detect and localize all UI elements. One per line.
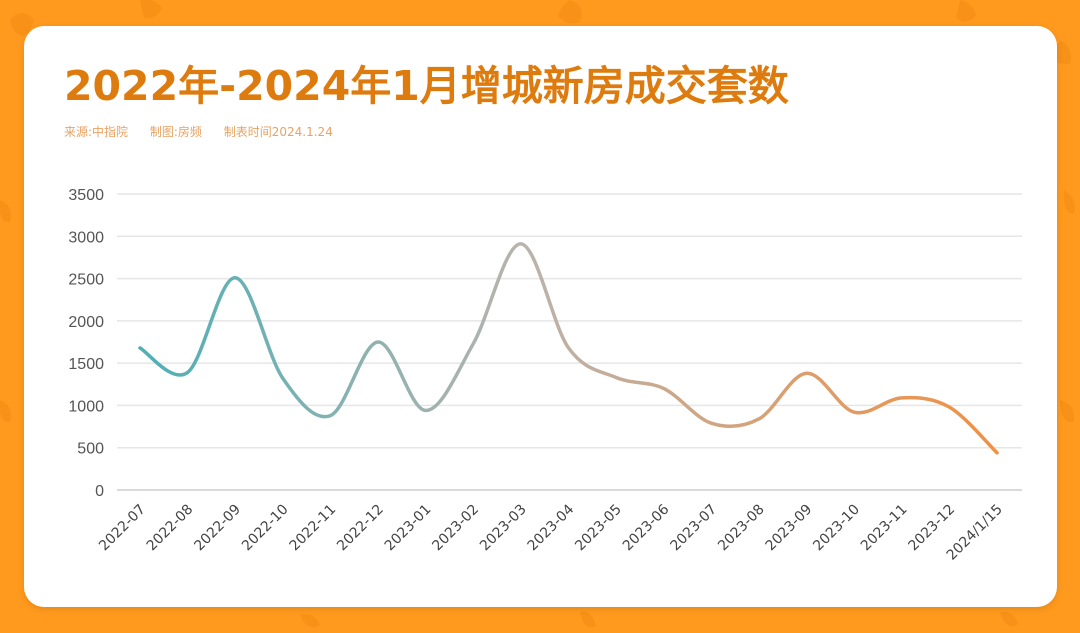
x-tick-label: 2023-03 (477, 502, 530, 555)
y-tick-label: 3500 (68, 187, 104, 204)
x-tick-label: 2023-08 (715, 502, 768, 555)
x-tick-label: 2023-02 (429, 502, 482, 555)
y-gridlines (117, 193, 1022, 491)
x-tick-label: 2023-09 (763, 502, 816, 555)
x-tick-label: 2022-10 (239, 502, 292, 555)
series-line (138, 242, 999, 455)
source-label: 来源:中指院 (64, 125, 129, 139)
x-tick-label: 2022-11 (287, 502, 340, 555)
x-tick-label: 2022-09 (191, 502, 244, 555)
y-tick-label: 1500 (68, 356, 104, 373)
chart-subtitle: 来源:中指院 制图:房频 制表时间2024.1.24 (64, 123, 351, 140)
x-tick-label: 2023-11 (858, 502, 911, 555)
x-tick-label: 2023-04 (525, 501, 578, 554)
y-tick-label: 0 (95, 483, 104, 500)
chart-card (24, 26, 1057, 607)
x-tick-label: 2023-01 (382, 502, 435, 555)
x-tick-label: 2022-12 (334, 502, 387, 555)
y-tick-label: 500 (77, 441, 104, 458)
y-tick-label: 3000 (68, 229, 104, 246)
made-by-label: 制图:房频 (149, 125, 202, 139)
x-tick-label: 2022-07 (96, 502, 149, 555)
x-tick-label: 2023-06 (620, 501, 673, 554)
y-axis-ticks: 0 500 1000 1500 2000 2500 3000 3500 (68, 187, 104, 500)
chart-title: 2022年-2024年1月增城新房成交套数 (64, 62, 789, 110)
y-tick-label: 2000 (68, 314, 104, 331)
x-axis-ticks: 2022-072022-082022-092022-102022-112022-… (96, 501, 1006, 563)
y-tick-label: 2500 (68, 272, 104, 289)
x-tick-label: 2023-07 (667, 502, 720, 555)
x-tick-label: 2023-10 (810, 502, 863, 555)
made-time-label: 制表时间2024.1.24 (223, 125, 333, 139)
y-tick-label: 1000 (68, 398, 104, 415)
x-tick-label: 2022-08 (144, 502, 197, 555)
x-tick-label: 2023-05 (572, 502, 625, 555)
